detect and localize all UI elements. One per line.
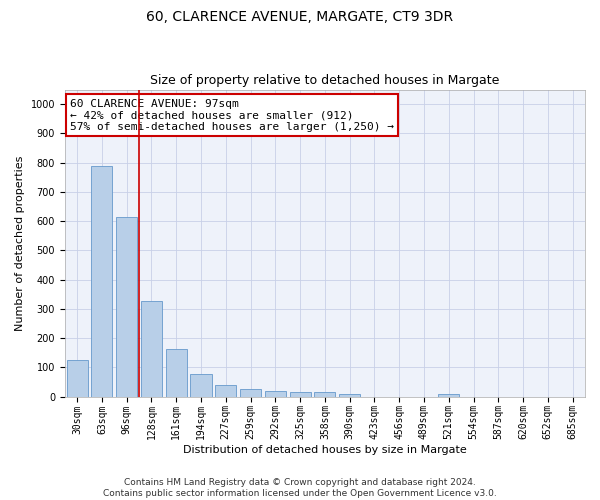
Bar: [166, 349, 187, 397]
Bar: [438, 394, 459, 396]
Bar: [265, 390, 286, 396]
Bar: [290, 392, 311, 396]
Title: Size of property relative to detached houses in Margate: Size of property relative to detached ho…: [150, 74, 500, 87]
X-axis label: Distribution of detached houses by size in Margate: Distribution of detached houses by size …: [183, 445, 467, 455]
Text: Contains HM Land Registry data © Crown copyright and database right 2024.
Contai: Contains HM Land Registry data © Crown c…: [103, 478, 497, 498]
Text: 60 CLARENCE AVENUE: 97sqm
← 42% of detached houses are smaller (912)
57% of semi: 60 CLARENCE AVENUE: 97sqm ← 42% of detac…: [70, 99, 394, 132]
Bar: [190, 374, 212, 396]
Bar: [91, 166, 112, 396]
Bar: [314, 392, 335, 396]
Y-axis label: Number of detached properties: Number of detached properties: [15, 156, 25, 330]
Bar: [116, 216, 137, 396]
Bar: [215, 385, 236, 396]
Bar: [339, 394, 360, 396]
Bar: [240, 388, 261, 396]
Text: 60, CLARENCE AVENUE, MARGATE, CT9 3DR: 60, CLARENCE AVENUE, MARGATE, CT9 3DR: [146, 10, 454, 24]
Bar: [141, 300, 162, 396]
Bar: [67, 360, 88, 397]
